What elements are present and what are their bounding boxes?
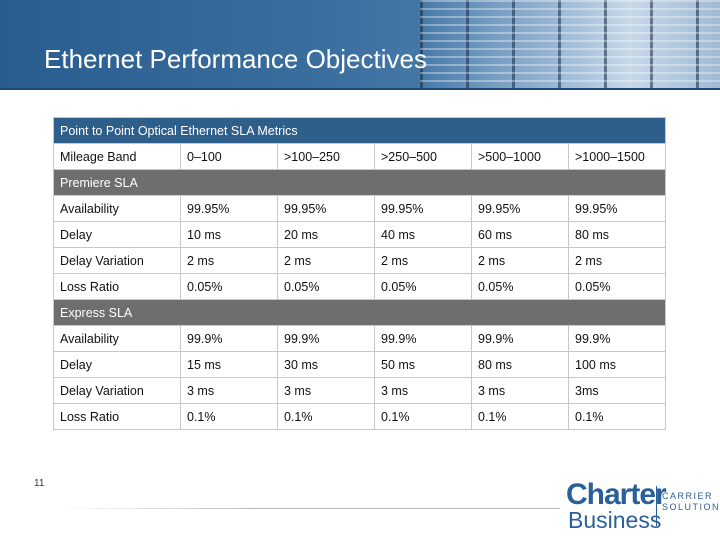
table-cell: 99.9% (471, 325, 569, 352)
column-header: >500–1000 (471, 143, 569, 170)
section-label: Express SLA (52, 299, 667, 326)
table-cell: 2 ms (471, 247, 569, 274)
logo-tag-solutions: SOLUTIONS (662, 502, 720, 512)
metric-label: Availability (53, 325, 181, 352)
table-cell: 0.1% (471, 403, 569, 430)
table-cell: 2 ms (277, 247, 375, 274)
metric-label: Delay Variation (53, 247, 181, 274)
table-cell: 99.95% (374, 195, 472, 222)
sla-metrics-table: Point to Point Optical Ethernet SLA Metr… (52, 117, 667, 430)
footer-divider (60, 508, 560, 509)
table-cell: 15 ms (180, 351, 278, 378)
table-cell: 99.95% (277, 195, 375, 222)
metric-label: Loss Ratio (53, 403, 181, 430)
charter-business-logo: Charter Business CARRIER SOLUTIONS (566, 478, 720, 533)
table-row: Loss Ratio 0.1% 0.1% 0.1% 0.1% 0.1% (53, 403, 667, 430)
table-cell: 20 ms (277, 221, 375, 248)
table-cell: 3 ms (277, 377, 375, 404)
column-header: 0–100 (180, 143, 278, 170)
column-header: Mileage Band (53, 143, 181, 170)
table-cell: 0.1% (180, 403, 278, 430)
table-cell: 0.1% (567, 403, 667, 430)
table-cell: 40 ms (374, 221, 472, 248)
table-row: Availability 99.95% 99.95% 99.95% 99.95%… (53, 195, 667, 222)
table-cell: 0.05% (374, 273, 472, 300)
table-cell: 100 ms (567, 351, 667, 378)
logo-tag-carrier: CARRIER (662, 491, 714, 501)
table-cell: 2 ms (567, 247, 667, 274)
server-rack-image (420, 0, 720, 90)
metric-label: Delay (53, 221, 181, 248)
table-row: Availability 99.9% 99.9% 99.9% 99.9% 99.… (53, 325, 667, 352)
logo-word-charter: Charter (566, 478, 667, 511)
metric-label: Loss Ratio (53, 273, 181, 300)
column-header: >1000–1500 (567, 143, 667, 170)
metric-label: Delay (53, 351, 181, 378)
table-cell: 0.1% (374, 403, 472, 430)
metric-label: Delay Variation (53, 377, 181, 404)
table-row: Loss Ratio 0.05% 0.05% 0.05% 0.05% 0.05% (53, 273, 667, 300)
table-cell: 3ms (567, 377, 667, 404)
table-cell: 30 ms (277, 351, 375, 378)
section-row-premiere: Premiere SLA (52, 169, 667, 196)
table-cell: 3 ms (180, 377, 278, 404)
table-cell: 99.95% (471, 195, 569, 222)
table-cell: 2 ms (374, 247, 472, 274)
table-cell: 99.95% (180, 195, 278, 222)
table-caption-row: Point to Point Optical Ethernet SLA Metr… (52, 117, 667, 144)
table-cell: 99.9% (374, 325, 472, 352)
table-cell: 60 ms (471, 221, 569, 248)
table-cell: 0.05% (277, 273, 375, 300)
logo-word-business: Business (568, 507, 662, 533)
table-row: Delay Variation 2 ms 2 ms 2 ms 2 ms 2 ms (53, 247, 667, 274)
table-cell: 0.1% (277, 403, 375, 430)
table-cell: 10 ms (180, 221, 278, 248)
column-header: >100–250 (277, 143, 375, 170)
table-row: Delay 15 ms 30 ms 50 ms 80 ms 100 ms (53, 351, 667, 378)
table-cell: 0.05% (471, 273, 569, 300)
table-caption: Point to Point Optical Ethernet SLA Metr… (52, 117, 667, 144)
table-row: Delay 10 ms 20 ms 40 ms 60 ms 80 ms (53, 221, 667, 248)
table-cell: 0.05% (567, 273, 667, 300)
slide-title: Ethernet Performance Objectives (44, 44, 427, 74)
table-cell: 3 ms (374, 377, 472, 404)
header-divider (0, 88, 720, 90)
table-cell: 99.9% (180, 325, 278, 352)
section-label: Premiere SLA (52, 169, 667, 196)
metric-label: Availability (53, 195, 181, 222)
table-row: Delay Variation 3 ms 3 ms 3 ms 3 ms 3ms (53, 377, 667, 404)
table-header-row: Mileage Band 0–100 >100–250 >250–500 >50… (53, 143, 667, 170)
table-cell: 2 ms (180, 247, 278, 274)
table-cell: 99.9% (567, 325, 667, 352)
page-number: 11 (34, 478, 45, 489)
table-cell: 80 ms (471, 351, 569, 378)
slide-header: Ethernet Performance Objectives (0, 0, 720, 90)
table-cell: 0.05% (180, 273, 278, 300)
table-cell: 80 ms (567, 221, 667, 248)
table-cell: 50 ms (374, 351, 472, 378)
table-cell: 99.9% (277, 325, 375, 352)
table-cell: 99.95% (567, 195, 667, 222)
column-header: >250–500 (374, 143, 472, 170)
section-row-express: Express SLA (52, 299, 667, 326)
table-cell: 3 ms (471, 377, 569, 404)
logo-divider (656, 486, 657, 526)
